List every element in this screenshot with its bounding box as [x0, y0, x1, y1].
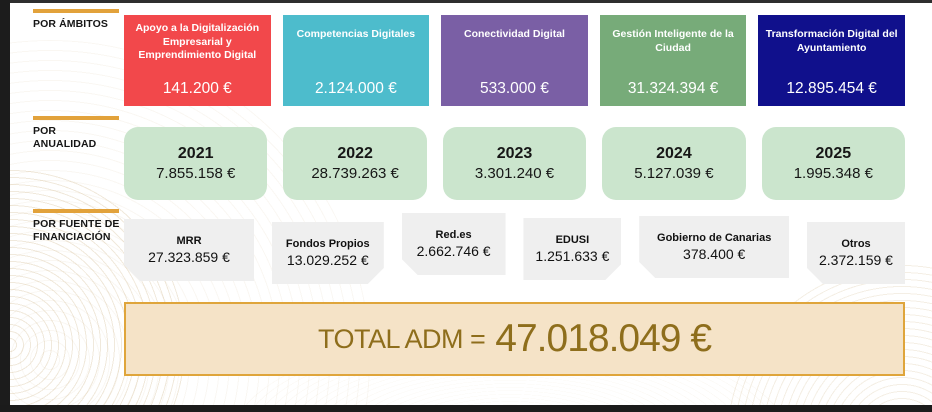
frame-left-edge	[0, 0, 10, 412]
fuente-card-mrr: MRR 27.323.859 €	[124, 219, 254, 281]
fuente-name: Gobierno de Canarias	[657, 232, 772, 244]
fuente-card-fondos-propios: Fondos Propios 13.029.252 €	[272, 222, 384, 284]
ambito-value: 31.324.394 €	[627, 80, 719, 97]
section-divider-bar	[33, 116, 119, 120]
ambito-value: 533.000 €	[480, 80, 549, 97]
year-card-2023: 2023 3.301.240 €	[442, 127, 587, 200]
year-label: 2022	[337, 145, 373, 162]
section-label-ambitos: POR ÁMBITOS	[33, 9, 128, 31]
fuente-card-otros: Otros 2.372.159 €	[807, 222, 905, 284]
ambitos-row: Apoyo a la Digitalización Empresarial y …	[124, 15, 905, 106]
ambito-card-gestion-inteligente: Gestión Inteligente de la Ciudad 31.324.…	[599, 15, 747, 106]
year-label: 2024	[656, 145, 692, 162]
frame-top-edge	[0, 0, 932, 3]
ambito-title: Gestión Inteligente de la Ciudad	[612, 28, 734, 54]
section-label-text: POR	[33, 125, 57, 137]
year-value: 28.739.263 €	[311, 165, 399, 182]
ambito-title: Competencias Digitales	[296, 28, 416, 40]
fuente-name: Otros	[841, 238, 871, 250]
ambito-value: 2.124.000 €	[314, 80, 397, 97]
total-label: TOTAL ADM =	[317, 323, 486, 354]
section-label-anualidad: POR ANUALIDAD	[33, 116, 128, 151]
year-card-2025: 2025 1.995.348 €	[761, 127, 906, 200]
section-divider-bar	[33, 209, 119, 213]
ambito-title: Conectividad Digital	[464, 28, 565, 40]
fuente-name: MRR	[176, 235, 202, 247]
fuentes-row: MRR 27.323.859 € Fondos Propios 13.029.2…	[124, 213, 905, 285]
fuente-value: 1.251.633 €	[535, 248, 610, 264]
fuente-card-edusi: EDUSI 1.251.633 €	[523, 218, 621, 280]
fuente-value: 2.372.159 €	[819, 252, 893, 268]
ambito-value: 141.200 €	[162, 80, 232, 97]
ambito-card-apoyo-digitalizacion: Apoyo a la Digitalización Empresarial y …	[124, 15, 271, 106]
section-label-text: FINANCIACIÓN	[33, 231, 111, 244]
fuente-value: 27.323.859 €	[148, 249, 230, 265]
year-value: 7.855.158 €	[156, 165, 236, 182]
ambito-card-conectividad-digital: Conectividad Digital 533.000 €	[441, 15, 588, 106]
fuente-name: EDUSI	[555, 234, 590, 246]
anualidad-row: 2021 7.855.158 € 2022 28.739.263 € 2023 …	[124, 127, 906, 200]
year-card-2021: 2021 7.855.158 €	[124, 127, 268, 200]
year-card-2024: 2024 5.127.039 €	[602, 127, 746, 200]
fuente-value: 2.662.746 €	[416, 243, 491, 259]
year-value: 3.301.240 €	[474, 165, 555, 182]
fuente-name: Red.es	[435, 229, 472, 241]
fuente-value: 13.029.252 €	[286, 252, 369, 268]
ambito-title: Apoyo a la Digitalización Empresarial y …	[135, 22, 260, 62]
fuente-card-red-es: Red.es 2.662.746 €	[402, 213, 506, 275]
year-value: 5.127.039 €	[634, 165, 714, 182]
year-card-2022: 2022 28.739.263 €	[283, 127, 427, 200]
fuente-card-gobierno-canarias: Gobierno de Canarias 378.400 €	[639, 216, 789, 278]
year-label: 2021	[177, 145, 214, 162]
section-label-text: POR FUENTE DE	[33, 218, 120, 230]
year-label: 2023	[496, 145, 533, 162]
year-value: 1.995.348 €	[793, 165, 873, 182]
fuente-value: 378.400 €	[683, 246, 746, 262]
ambito-card-competencias-digitales: Competencias Digitales 2.124.000 €	[282, 15, 430, 106]
year-label: 2025	[815, 145, 852, 162]
ambito-title: Transformación Digital del Ayuntamiento	[765, 28, 898, 54]
section-label-text: POR ÁMBITOS	[33, 18, 108, 30]
section-label-fuente-financiacion: POR FUENTE DE FINANCIACIÓN	[33, 209, 128, 244]
ambito-card-transformacion-digital: Transformación Digital del Ayuntamiento …	[758, 15, 905, 106]
fuente-name: Fondos Propios	[285, 238, 370, 250]
section-divider-bar	[33, 9, 119, 13]
frame-bottom-edge	[0, 405, 932, 412]
ambito-value: 12.895.454 €	[786, 80, 877, 97]
section-label-text: ANUALIDAD	[33, 138, 97, 151]
total-banner: TOTAL ADM = 47.018.049 €	[124, 302, 905, 376]
total-value: 47.018.049 €	[495, 317, 712, 360]
